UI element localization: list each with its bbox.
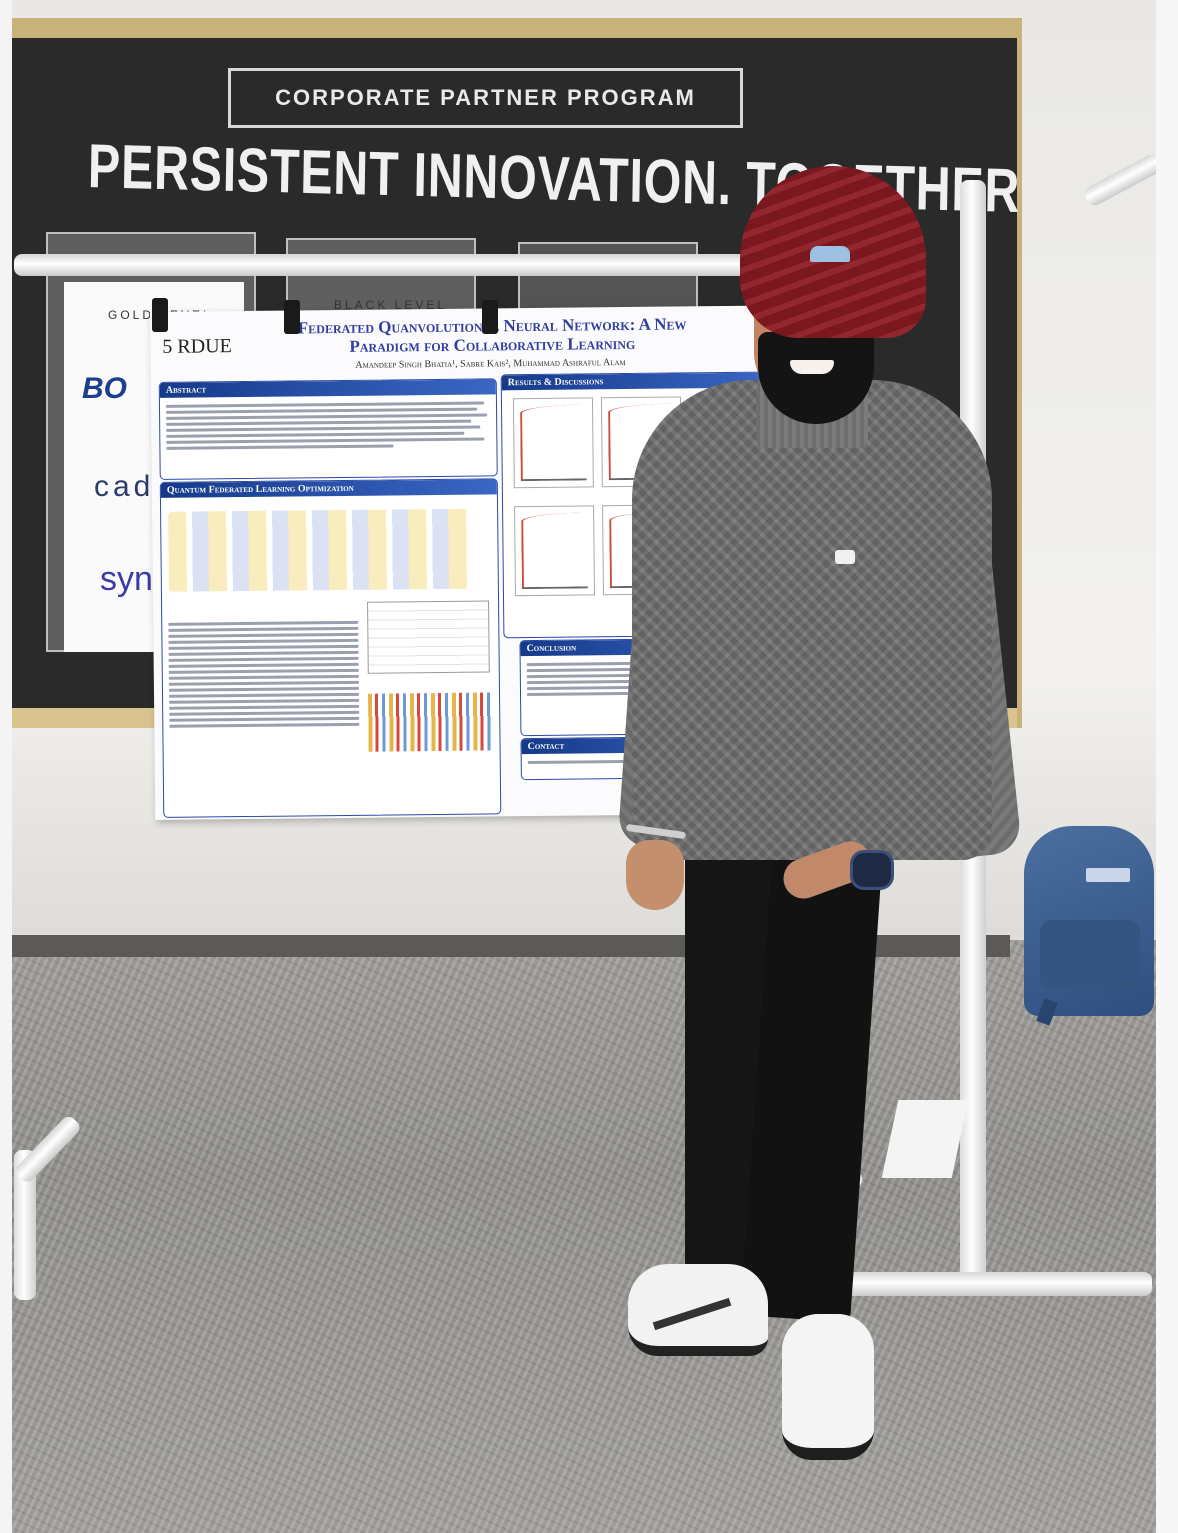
stand-top-bar [14,254,774,276]
sponsor-logo-2: cad [94,470,155,503]
program-label: CORPORATE PARTNER PROGRAM [275,85,696,110]
university-logo: 5 RDUE [162,335,232,358]
left-hand [626,840,684,910]
photo-border-left [0,0,12,1533]
sponsor-logo-1: BO [82,372,127,405]
stand-left-upright [14,1150,36,1300]
smile [790,360,834,374]
qfl-text-block [162,614,365,735]
beard [758,332,874,424]
results-table [367,600,490,674]
binder-clip-3 [482,300,498,334]
turban-under-layer [810,246,850,262]
federated-learning-diagram [168,508,469,592]
wristwatch [850,850,894,890]
backpack-pocket [1040,920,1140,990]
abstract-section: Abstract [158,378,498,480]
right-sneaker [782,1314,874,1460]
red-turban [740,166,926,338]
presenter [560,160,1060,1480]
backpack-logo [1086,868,1130,882]
abstract-text-block [160,394,497,457]
bar-chart-figure [368,692,493,752]
qfl-heading: Quantum Federated Learning Optimization [160,479,497,498]
photo-border-right [1156,0,1178,1533]
binder-clip-2 [284,300,300,334]
binder-clip-1 [152,298,168,332]
grey-sweater [632,380,992,860]
program-label-box: CORPORATE PARTNER PROGRAM [228,68,743,128]
sweater-logo [835,550,855,564]
